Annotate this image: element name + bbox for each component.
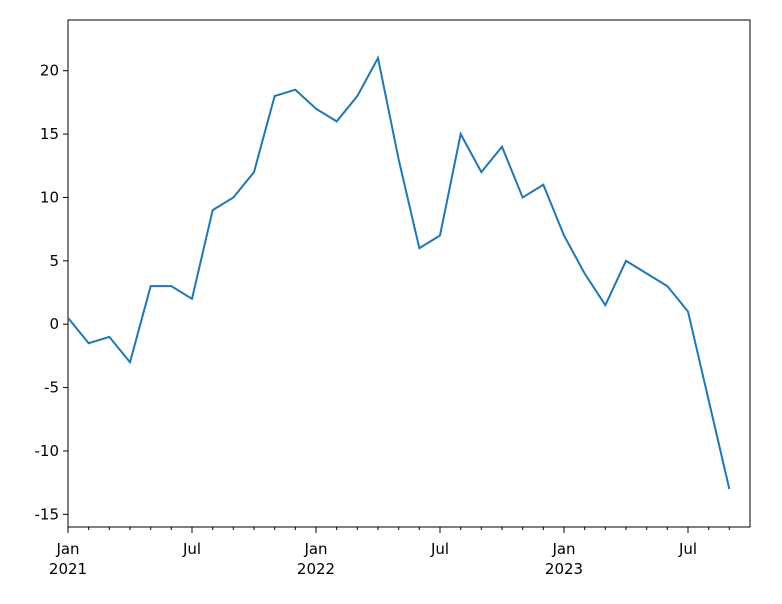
y-tick-label: 10: [40, 188, 59, 206]
y-tick-label: 15: [40, 125, 59, 143]
x-tick-label: Jul: [430, 540, 449, 558]
y-tick-label: 5: [49, 252, 59, 270]
y-tick-label: -10: [35, 442, 60, 460]
line-series: [67, 55, 731, 490]
y-tick-label: -5: [44, 379, 59, 397]
y-tick-label: 20: [40, 62, 59, 80]
y-tick-label: -15: [35, 505, 60, 523]
y-tick-label: 0: [49, 315, 59, 333]
x-tick-label: Jul: [182, 540, 201, 558]
x-tick-label: Jan 2021: [49, 540, 87, 578]
x-tick-label: Jan 2022: [297, 540, 335, 578]
x-tick-label: Jan 2023: [545, 540, 583, 578]
plot-frame: [67, 19, 751, 528]
x-tick-label: Jul: [678, 540, 697, 558]
